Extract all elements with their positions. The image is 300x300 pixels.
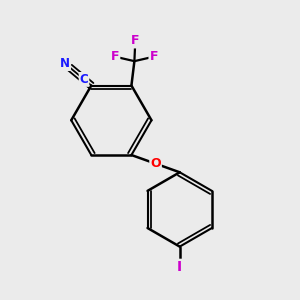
- Text: N: N: [60, 57, 70, 70]
- Text: O: O: [150, 157, 161, 170]
- Text: I: I: [177, 260, 182, 274]
- Text: C: C: [80, 73, 88, 86]
- Text: F: F: [131, 34, 140, 47]
- Text: F: F: [111, 50, 119, 63]
- Text: F: F: [149, 50, 158, 63]
